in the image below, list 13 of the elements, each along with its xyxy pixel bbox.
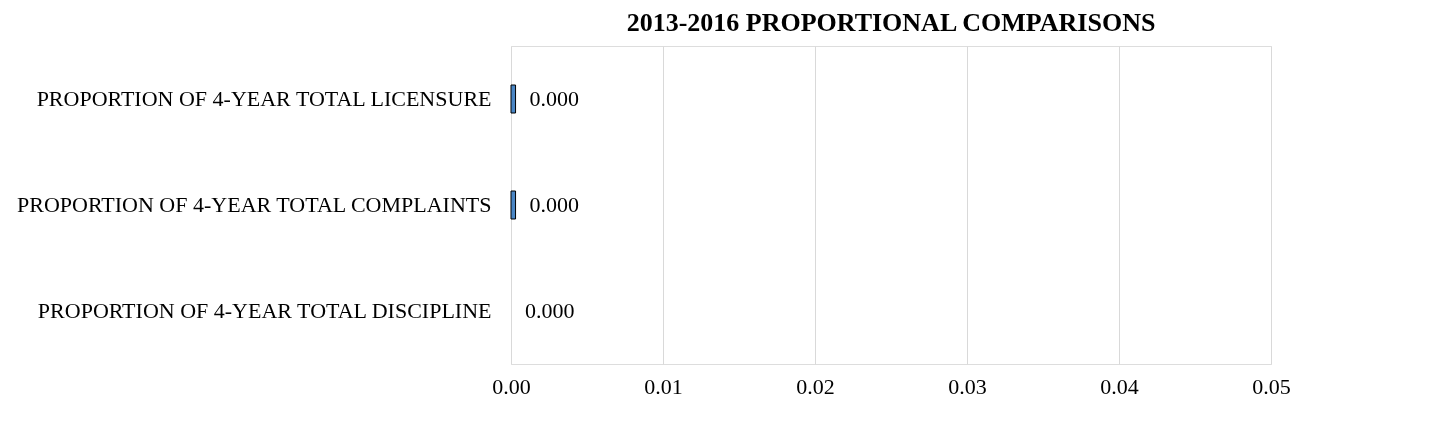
data-label: 0.000 xyxy=(525,298,575,323)
x-tick-label: 0.04 xyxy=(1100,373,1139,399)
x-tick-label: 0.02 xyxy=(796,373,835,399)
data-label: 0.000 xyxy=(529,86,580,111)
x-tick-label: 0.03 xyxy=(948,373,987,399)
y-tick-label: PROPORTION OF 4-YEAR TOTAL LICENSURE xyxy=(36,86,492,111)
y-tick-label: PROPORTION OF 4-YEAR TOTAL COMPLAINTS xyxy=(17,192,492,217)
data-label: 0.000 xyxy=(529,192,580,217)
chart-title: 2013-2016 PROPORTIONAL COMPARISONS xyxy=(626,8,1156,37)
y-tick-label: PROPORTION OF 4-YEAR TOTAL DISCIPLINE xyxy=(37,298,492,323)
x-tick-label: 0.00 xyxy=(492,373,531,399)
x-tick-label: 0.01 xyxy=(644,373,683,399)
x-tick-label: 0.05 xyxy=(1252,373,1291,399)
